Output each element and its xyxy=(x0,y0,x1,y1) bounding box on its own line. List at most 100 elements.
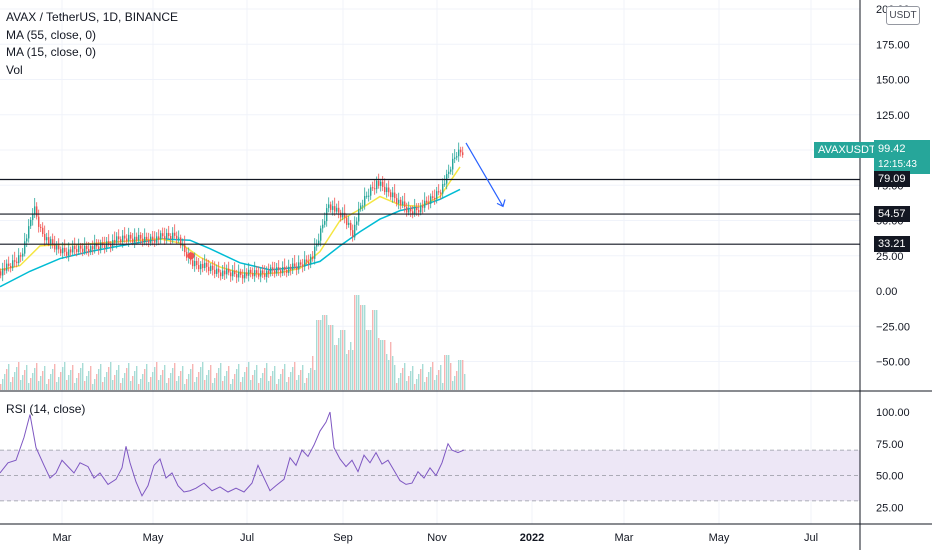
volume-bar xyxy=(94,379,96,390)
volume-bar xyxy=(254,370,256,390)
candle-body xyxy=(304,259,306,267)
candle-body xyxy=(72,246,74,253)
time-tick-label: Sep xyxy=(333,532,353,544)
event-marker-icon[interactable] xyxy=(187,252,195,260)
candle-body xyxy=(208,266,210,271)
volume-bar xyxy=(234,374,236,390)
time-tick-label: 2022 xyxy=(520,532,544,544)
rsi-legend[interactable]: RSI (14, close) xyxy=(6,402,86,416)
arrow-drawing[interactable] xyxy=(465,142,504,207)
volume-bar xyxy=(266,363,268,390)
candle-body xyxy=(438,191,440,193)
volume-bar xyxy=(196,377,198,390)
volume-bar xyxy=(160,375,162,390)
symbol-title[interactable]: AVAX / TetherUS, 1D, BINANCE xyxy=(6,10,179,24)
price-tick-label: −25.00 xyxy=(876,321,910,333)
candle-body xyxy=(334,206,336,212)
candle-body xyxy=(434,197,436,200)
candle-body xyxy=(336,207,338,212)
candle-body xyxy=(88,249,90,253)
candle-body xyxy=(296,266,298,270)
volume-bar xyxy=(226,371,228,390)
volume-bar xyxy=(182,366,184,390)
candle-body xyxy=(14,260,16,262)
candle-body xyxy=(238,271,240,278)
candle-body xyxy=(98,246,100,250)
rsi-tick-label: 25.00 xyxy=(876,502,904,514)
volume-bar xyxy=(108,367,110,390)
currency-unit-button[interactable]: USDT xyxy=(886,6,920,25)
candle-body xyxy=(290,266,292,270)
volume-bar xyxy=(356,295,358,390)
volume-bar xyxy=(64,362,66,390)
volume-bar xyxy=(412,366,414,390)
candle-body xyxy=(84,245,86,252)
candle-body xyxy=(374,188,376,190)
candle-body xyxy=(446,173,448,184)
volume-bar xyxy=(414,384,416,390)
volume-bar xyxy=(128,363,130,390)
candle-body xyxy=(76,249,78,253)
candle-body xyxy=(364,195,366,206)
volume-bar xyxy=(426,377,428,390)
candle-body xyxy=(430,196,432,205)
candle-body xyxy=(126,238,128,242)
volume-bar xyxy=(230,384,232,390)
candle-body xyxy=(412,211,414,215)
candle-body xyxy=(372,187,374,189)
price-tick-label: −50.00 xyxy=(876,357,910,369)
volume-bar xyxy=(202,362,204,390)
candle-body xyxy=(442,184,444,194)
candle-body xyxy=(426,200,428,203)
time-tick-label: Jul xyxy=(240,532,254,544)
volume-bar xyxy=(16,367,18,390)
volume-bar xyxy=(30,378,32,390)
volume-bar xyxy=(46,384,48,390)
candle-body xyxy=(96,243,98,247)
volume-bar xyxy=(166,383,168,390)
candle-body xyxy=(80,245,82,249)
horizontal-levels[interactable] xyxy=(0,178,860,245)
volume-bar xyxy=(168,378,170,390)
volume-bar xyxy=(216,373,218,390)
volume-bar xyxy=(140,379,142,390)
time-axis-labels[interactable]: Mar May Jul Sep Nov 2022 Mar May Jul xyxy=(53,532,819,544)
volume-bar xyxy=(428,372,430,390)
candle-body xyxy=(274,270,276,274)
volume-bar xyxy=(138,384,140,390)
candle-body xyxy=(166,232,168,240)
candle-body xyxy=(236,274,238,278)
volume-bar xyxy=(12,377,14,390)
volume-bar xyxy=(382,340,384,390)
ma15-legend[interactable]: MA (15, close, 0) xyxy=(6,45,97,59)
volume-legend[interactable]: Vol xyxy=(6,62,23,77)
candle-body xyxy=(112,239,114,247)
volume-bar xyxy=(68,375,70,390)
candle-body xyxy=(262,270,264,274)
time-tick-label: May xyxy=(143,532,164,544)
candle-body xyxy=(448,171,450,174)
volume-bar xyxy=(260,378,262,390)
candle-body xyxy=(6,263,8,271)
candle-body xyxy=(404,201,406,207)
volume-bar xyxy=(446,355,448,390)
volume-bar xyxy=(456,371,458,390)
volume-bar xyxy=(110,362,112,390)
candle-body xyxy=(118,236,120,240)
ma55-legend[interactable]: MA (55, close, 0) xyxy=(6,27,97,42)
candle-body xyxy=(170,236,172,240)
volume-bar xyxy=(448,355,450,390)
candle-body xyxy=(40,226,42,228)
candle-body xyxy=(108,241,110,244)
volume-bar xyxy=(308,373,310,390)
volume-bar xyxy=(176,381,178,390)
volume-bar xyxy=(78,373,80,390)
volume-bar xyxy=(248,362,250,390)
volume-bar xyxy=(316,320,318,390)
candle-body xyxy=(226,268,228,275)
candle-body xyxy=(250,269,252,274)
candle-body xyxy=(172,232,174,240)
bar-countdown: 12:15:43 xyxy=(878,159,917,170)
volume-bar xyxy=(100,364,102,390)
